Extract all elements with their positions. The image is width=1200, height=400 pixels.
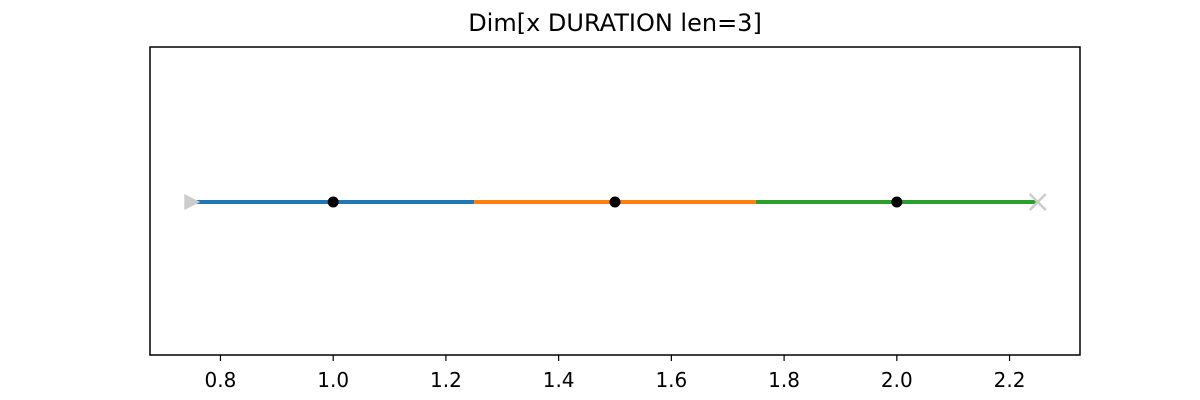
x-tick-label: 1.4 xyxy=(543,368,575,392)
x-tick-label: 1.2 xyxy=(430,368,462,392)
data-point-interval-2 xyxy=(609,196,621,208)
x-tick-label: 1.8 xyxy=(768,368,800,392)
data-point-interval-1 xyxy=(327,196,339,208)
x-tick-label: 1.0 xyxy=(317,368,349,392)
x-tick-label: 1.6 xyxy=(655,368,687,392)
x-tick-label: 2.0 xyxy=(881,368,913,392)
chart-title: Dim[x DURATION len=3] xyxy=(468,9,762,37)
x-axis: 0.8 1.0 1.2 1.4 1.6 1.8 2.0 2.2 xyxy=(205,355,1026,392)
end-marker-x xyxy=(1028,193,1047,211)
start-marker-triangle xyxy=(184,194,201,210)
x-tick-label: 0.8 xyxy=(205,368,237,392)
data-point-interval-3 xyxy=(891,196,903,208)
end-marker-stroke xyxy=(1028,193,1047,211)
x-tick-label: 2.2 xyxy=(994,368,1026,392)
marker-layer xyxy=(184,193,1047,211)
